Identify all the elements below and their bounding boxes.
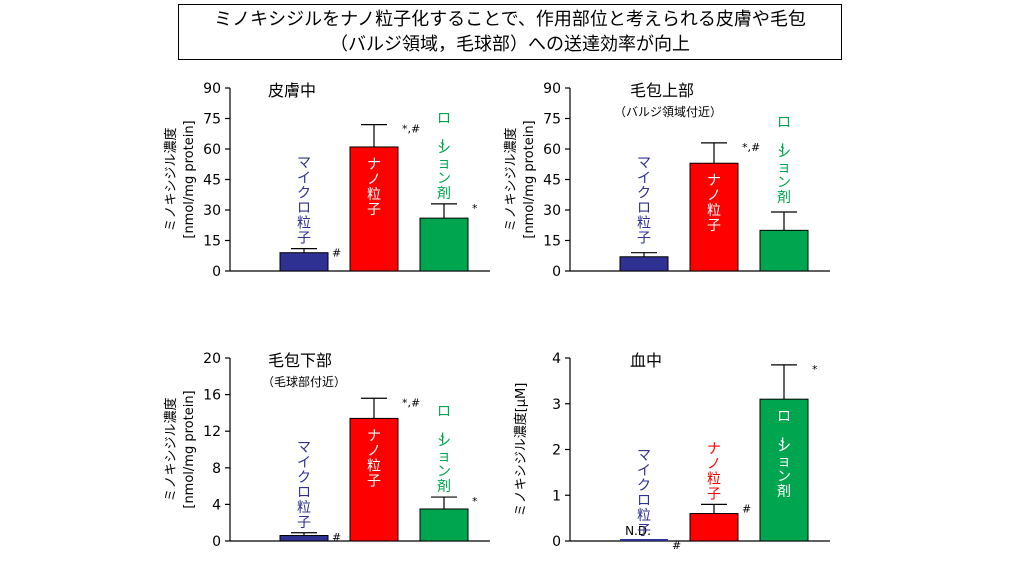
chart-subtitle: （バルジ領域付近） — [614, 104, 722, 119]
significance-mark: * — [472, 202, 478, 215]
y-axis-label: [nmol/mg protein] — [182, 390, 197, 508]
y-axis-label: [nmol/mg protein] — [182, 120, 197, 238]
chart-subtitle: （毛球部付近） — [262, 374, 346, 389]
bar-2 — [689, 513, 739, 542]
y-axis-label: ミノキシジル濃度[μM] — [513, 383, 529, 517]
category-label: ナノ粒子 — [367, 428, 381, 489]
y-tick-label: 20 — [203, 351, 221, 367]
category-label: ナノ粒子 — [707, 173, 721, 234]
category-label: ナノ粒子 — [367, 157, 381, 218]
y-tick-label: 3 — [552, 397, 561, 413]
bar-2 — [689, 162, 739, 272]
y-tick-label: 0 — [552, 534, 561, 550]
y-tick-label: 4 — [212, 497, 221, 513]
category-label: マイクロ粒子 — [637, 448, 651, 539]
category-label: ローション剤 — [773, 115, 791, 206]
category-label: マイクロ粒子 — [297, 440, 311, 531]
y-tick-label: 0 — [212, 534, 221, 550]
y-tick-label: 30 — [203, 203, 221, 219]
y-tick-label: 8 — [212, 461, 221, 477]
significance-mark: *,# — [402, 123, 420, 136]
y-axis-label: [nmol/mg protein] — [522, 120, 537, 238]
y-axis-label: ミノキシジル濃度 — [503, 127, 519, 231]
significance-mark: # — [672, 539, 681, 552]
y-tick-label: 90 — [543, 81, 561, 97]
significance-mark: * — [812, 363, 818, 376]
category-label: ローション剤 — [433, 111, 451, 202]
y-tick-label: 2 — [552, 443, 561, 459]
y-tick-label: 60 — [203, 142, 221, 158]
y-tick-label: 1 — [552, 488, 561, 504]
category-label: ナノ粒子 — [707, 441, 721, 502]
y-tick-label: 75 — [543, 112, 561, 128]
category-label: マイクロ粒子 — [637, 156, 651, 247]
significance-mark: *,# — [402, 396, 420, 409]
significance-mark: * — [472, 495, 478, 508]
chart-blood: 0 1 2 3 4 ミノキシジル濃度[μM] 血中 # N.D.マイクロ粒子 # ナノ粒子 * ローショ… — [513, 351, 830, 552]
y-tick-label: 45 — [543, 173, 561, 189]
significance-mark: *,# — [742, 141, 760, 154]
category-label: マイクロ粒子 — [297, 156, 311, 247]
chart-title: 毛包上部 — [630, 81, 694, 100]
not-detected-label: N.D. — [625, 524, 651, 538]
significance-mark: # — [332, 531, 341, 544]
bar-3 — [759, 229, 809, 272]
bar-2 — [349, 146, 399, 272]
headline-box: ミノキシジルをナノ粒子化することで、作用部位と考えられる皮膚や毛包 （バルジ領域… — [178, 4, 842, 60]
y-tick-label: 60 — [543, 142, 561, 158]
headline-line-1: ミノキシジルをナノ粒子化することで、作用部位と考えられる皮膚や毛包 — [214, 9, 806, 30]
bar-1 — [279, 252, 329, 272]
y-tick-label: 75 — [203, 112, 221, 128]
chart-title: 皮膚中 — [268, 81, 316, 100]
category-label: ローション剤 — [773, 409, 791, 500]
bar-3 — [419, 508, 469, 542]
y-tick-label: 4 — [552, 351, 561, 367]
chart-title: 血中 — [630, 351, 662, 370]
y-axis-label: ミノキシジル濃度 — [163, 127, 179, 231]
y-tick-label: 15 — [543, 234, 561, 250]
bar-3 — [419, 217, 469, 272]
bar-1 — [619, 256, 669, 272]
significance-mark: # — [332, 247, 341, 260]
y-tick-label: 0 — [552, 264, 561, 280]
y-tick-label: 0 — [212, 264, 221, 280]
category-label: ローション剤 — [433, 404, 451, 495]
chart-lower-follicle: 0 4 8 12 16 20 ミノキシジル濃度 [nmol/mg protein] 毛包下部 （毛… — [163, 351, 490, 550]
y-tick-label: 45 — [203, 173, 221, 189]
y-tick-label: 90 — [203, 81, 221, 97]
y-axis-label: ミノキシジル濃度 — [163, 397, 179, 501]
bar-1 — [279, 535, 329, 542]
chart-skin: 0 15 30 45 60 75 90 ミノキシジル濃度 [nmol/mg protein] 皮膚… — [163, 81, 490, 280]
chart-upper-follicle: 0 15 30 45 60 75 90 ミノキシジル濃度 [nmol/mg protein] 毛包… — [503, 81, 830, 280]
y-tick-label: 30 — [543, 203, 561, 219]
y-tick-label: 12 — [203, 424, 221, 440]
y-tick-label: 16 — [203, 388, 221, 404]
bar-2 — [349, 417, 399, 542]
y-tick-label: 15 — [203, 234, 221, 250]
significance-mark: # — [742, 502, 751, 515]
headline-line-2: （バルジ領域，毛球部）への送達効率が向上 — [330, 34, 690, 55]
chart-title: 毛包下部 — [268, 351, 332, 370]
